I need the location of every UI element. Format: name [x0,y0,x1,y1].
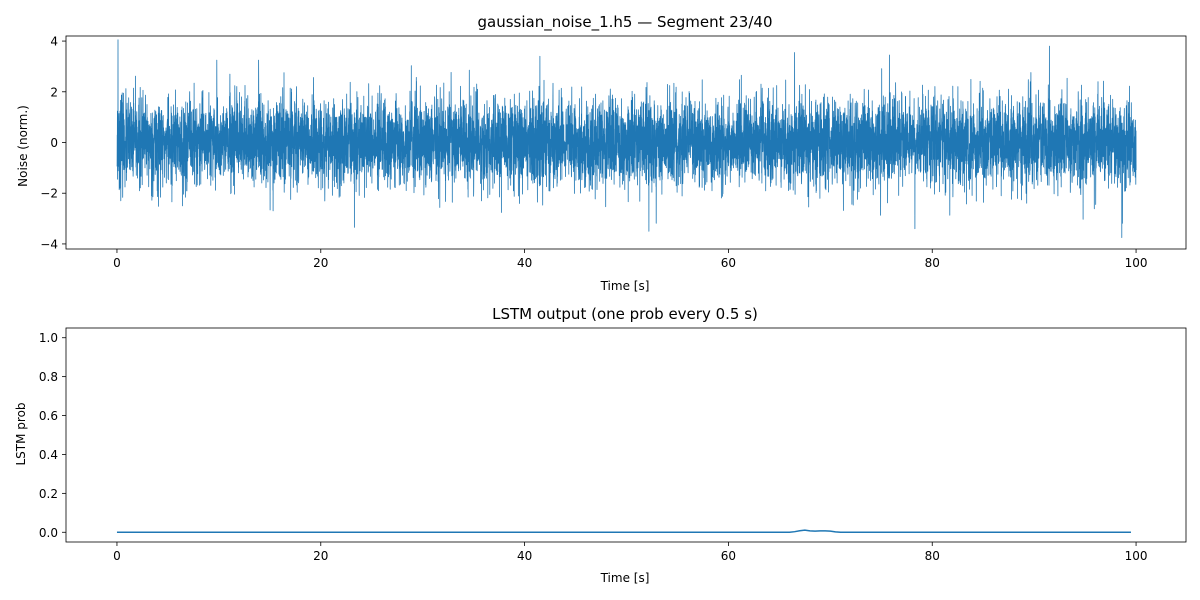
lstm-xtick-label: 0 [113,549,121,563]
noise-panel-ylabel: Noise (norm.) [16,105,30,187]
lstm-xtick-label: 60 [721,549,736,563]
lstm-panel-xlabel: Time [s] [600,571,650,585]
noise-xtick-label: 100 [1125,256,1148,270]
noise-series-line [116,39,1137,238]
lstm-series [116,529,1131,534]
lstm-panel-title: LSTM output (one prob every 0.5 s) [492,305,758,323]
noise-panel: gaussian_noise_1.h5 — Segment 23/40 Time… [16,13,1187,293]
lstm-xtick-label: 40 [517,549,532,563]
noise-plot-area: 0 20 40 60 80 100 −4 −2 0 2 4 [40,35,1187,270]
noise-xtick-label: 60 [721,256,736,270]
noise-panel-xlabel: Time [s] [600,279,650,293]
noise-xtick-label: 40 [517,256,532,270]
noise-xtick-label: 80 [925,256,940,270]
lstm-xtick-label: 80 [925,549,940,563]
lstm-xtick-label: 20 [313,549,328,563]
lstm-ytick-label: 0.8 [39,370,58,384]
noise-ytick-label: 0 [50,136,58,150]
lstm-axes-frame [65,327,1187,543]
lstm-xtick-label: 100 [1125,549,1148,563]
noise-ytick-label: −4 [40,237,58,251]
noise-series [116,39,1137,238]
lstm-ytick-label: 1.0 [39,331,58,345]
noise-ytick-label: 4 [50,35,58,49]
lstm-plot-area: 0 20 40 60 80 100 0.0 0.2 0.4 0.6 0.8 1.0 [39,327,1187,563]
noise-ytick-label: 2 [50,85,58,99]
lstm-panel-ylabel: LSTM prob [14,402,28,465]
lstm-ytick-label: 0.0 [39,526,58,540]
noise-ytick-label: −2 [40,187,58,201]
lstm-ytick-label: 0.6 [39,409,58,423]
lstm-ytick-label: 0.2 [39,487,58,501]
lstm-ytick-label: 0.4 [39,448,58,462]
noise-xtick-label: 20 [313,256,328,270]
noise-panel-title: gaussian_noise_1.h5 — Segment 23/40 [477,13,772,32]
lstm-panel: LSTM output (one prob every 0.5 s) Time … [14,305,1187,585]
lstm-series-line [116,529,1131,534]
noise-xtick-label: 0 [113,256,121,270]
